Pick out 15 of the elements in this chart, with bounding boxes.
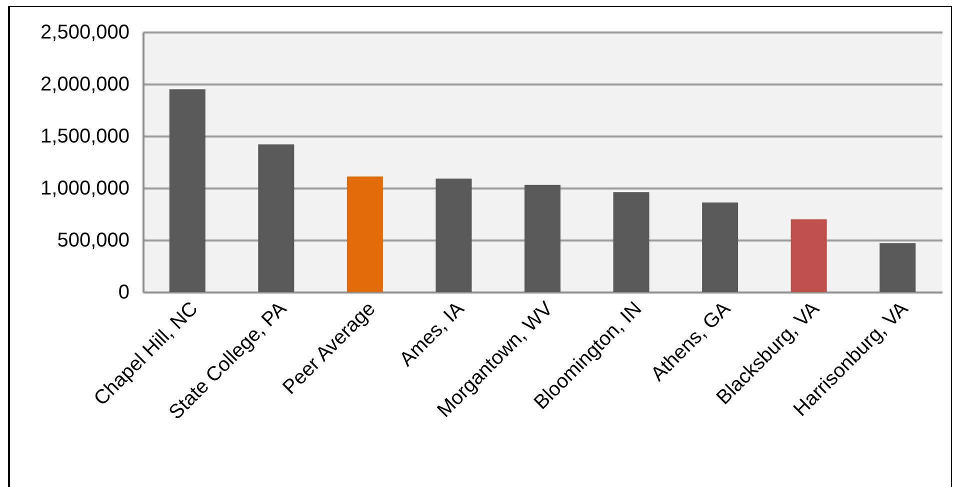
bar (169, 89, 206, 292)
y-tick-label: 1,000,000 (40, 178, 130, 200)
y-tick-label: 500,000 (57, 230, 130, 252)
y-tick-label: 0 (118, 282, 130, 304)
bar (346, 176, 383, 292)
bar (790, 219, 827, 292)
bar (702, 202, 738, 292)
bar (258, 144, 294, 292)
bar (524, 184, 560, 292)
y-tick-label: 1,500,000 (40, 126, 130, 148)
y-tick-label: 2,000,000 (40, 74, 130, 96)
bar (880, 243, 916, 292)
bar (436, 178, 472, 292)
bar (613, 192, 650, 292)
y-tick-label: 2,500,000 (40, 22, 130, 44)
